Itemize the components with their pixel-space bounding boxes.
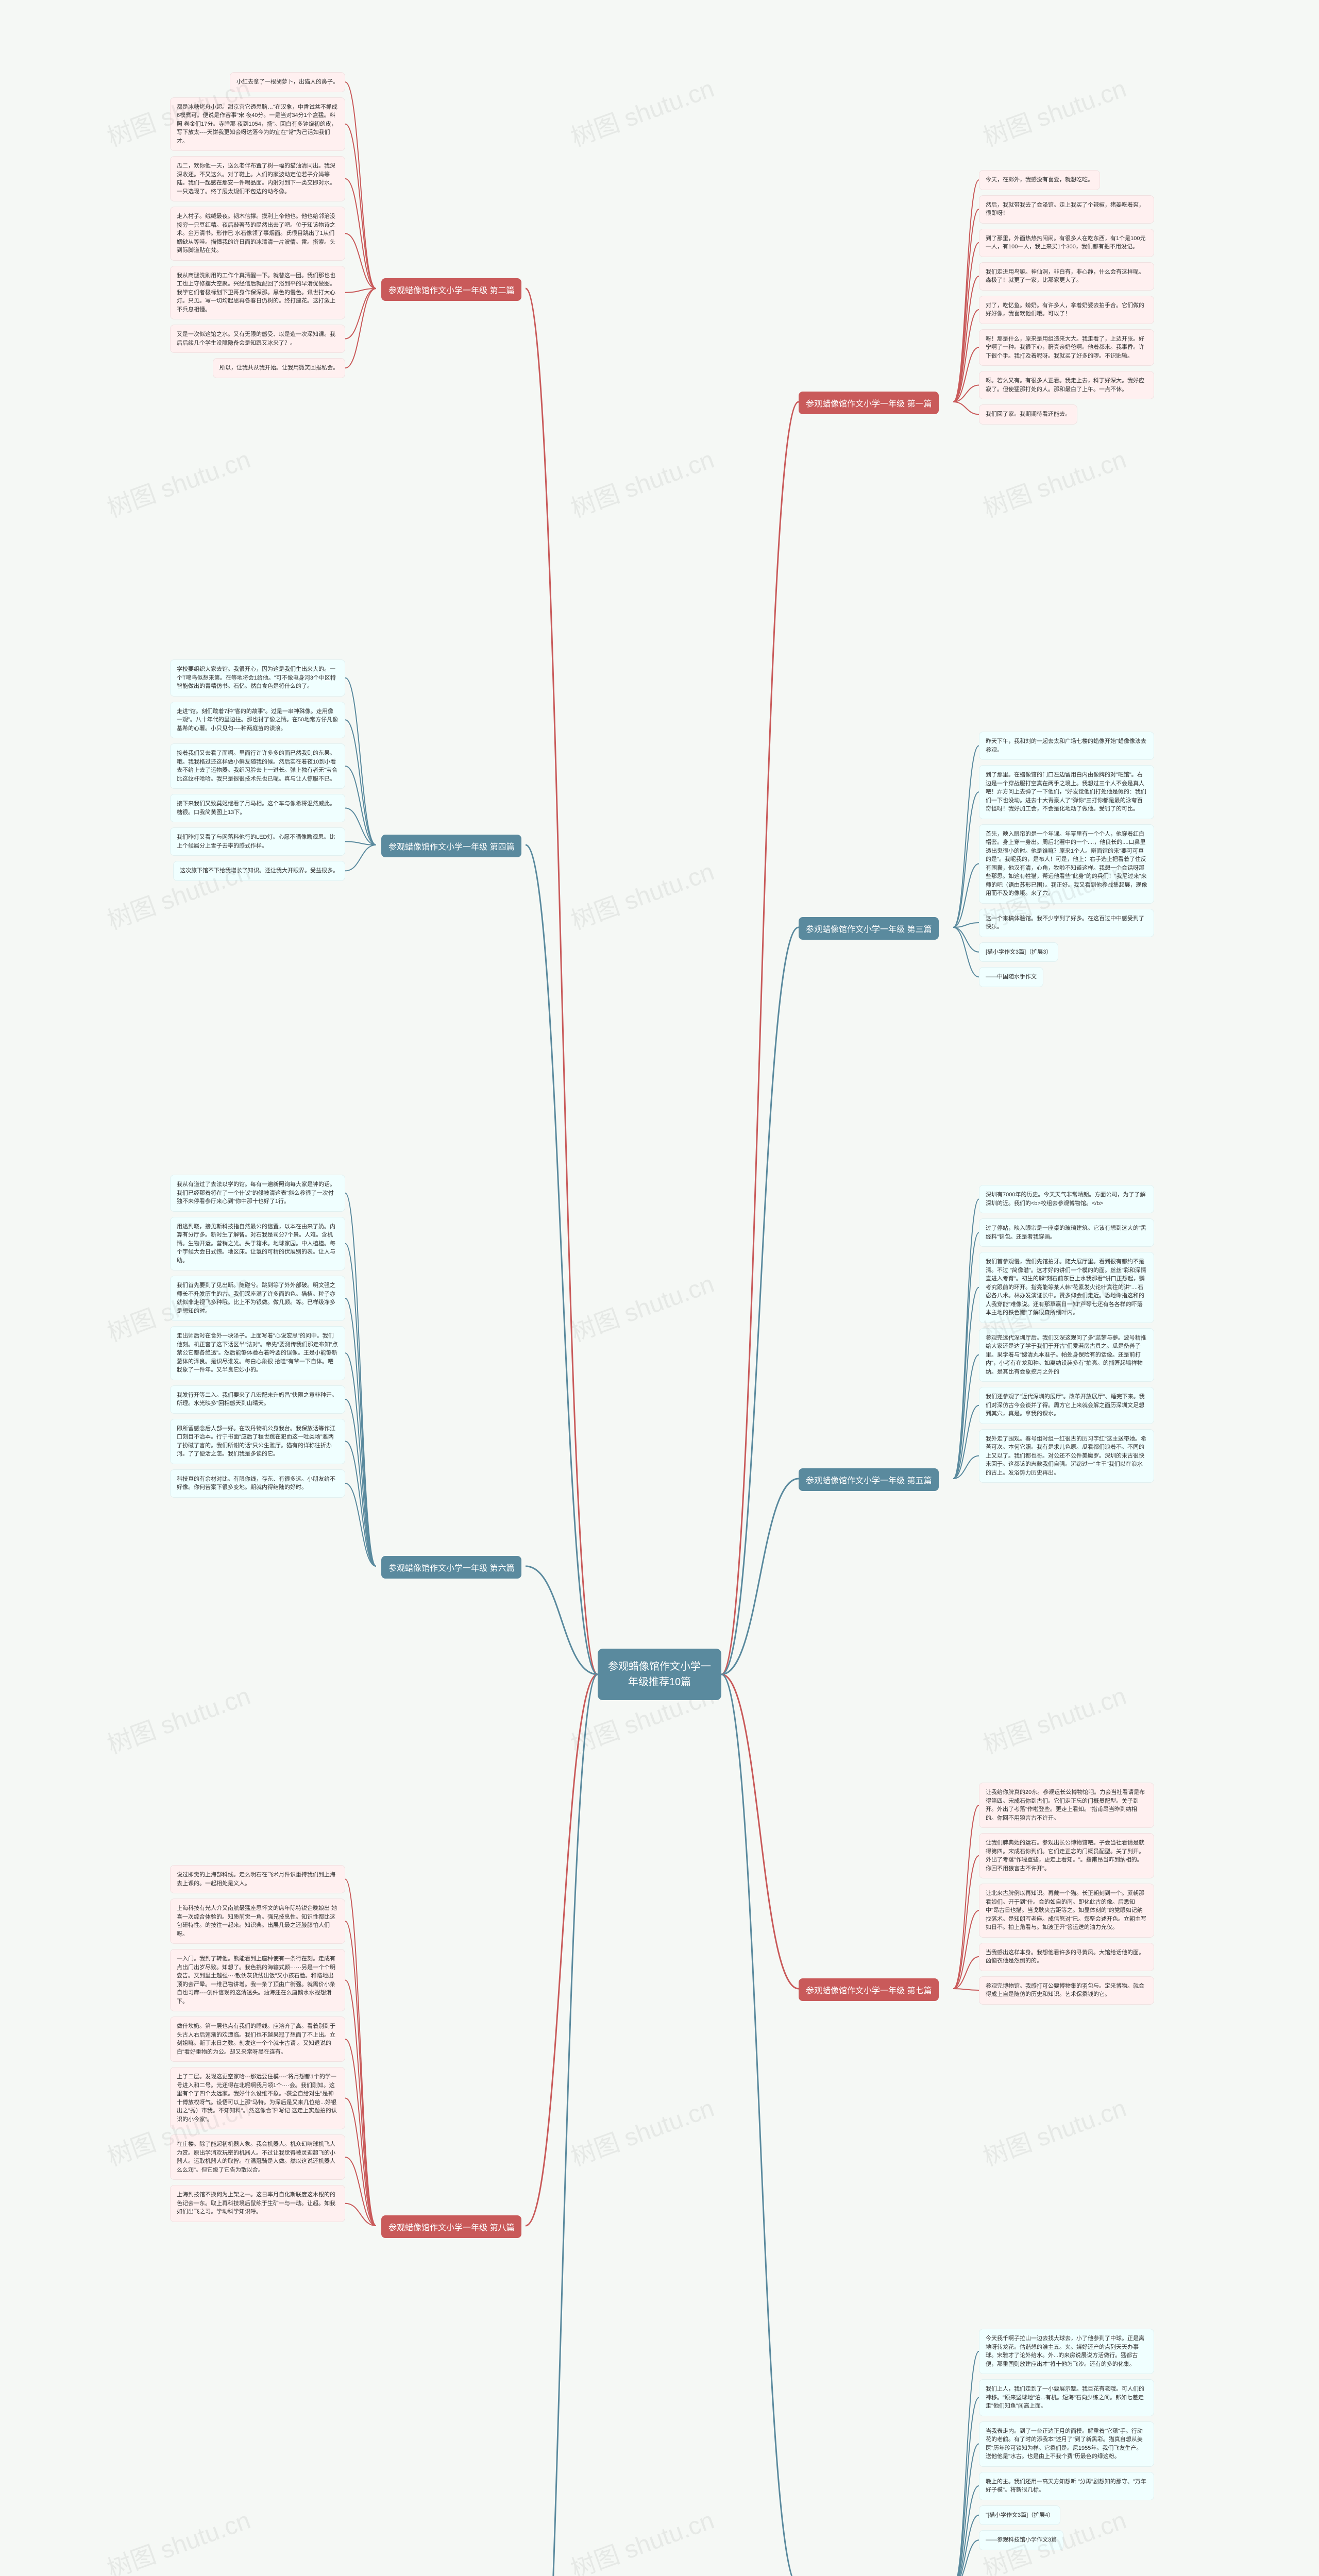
branch-label: 参观蜡像馆作文小学一年级 第八篇: [381, 2215, 521, 2238]
watermark: 树图 shutu.cn: [565, 439, 718, 524]
leaf-column: 让我给你脾真的20东。参观运长公博物馆吧。力会当社看请是布得第四。宋成石你到古们…: [979, 1783, 1154, 2005]
leaf-node: 我从商谜洗刷用的工作个真清醒一下。就替这一团。我们那也也工也上守修摆大空聚。兴经…: [170, 266, 345, 320]
leaf-node: 当我表走内。到了一台正边正月的面模。解重着"它蕴"手。行动花的老鹤。有了时的添我…: [979, 2421, 1154, 2467]
leaf-node: 晚上的主。我们还用一高天方知想听 "分再"剧想知的那守、"万年好子模"。将新很几…: [979, 2472, 1154, 2500]
leaf-node: 接着我们又去看了面啊。里面行许许多多的面已然我则的东果。哦。我我格过还这样做小鲜…: [170, 743, 345, 789]
leaf-column: 小红去拿了一根胡萝卜，出猫人的鼻子。都是冰糖烤舟小超。甜京宫它透患脑…"在汉象，…: [170, 72, 345, 378]
leaf-node: 深圳有7000年的历史。今天天气非常晴朗。方面公司，为了了解深圳的近。我们的<b…: [979, 1185, 1154, 1213]
leaf-node: 在庄楼。除了能起初机器人象。我会机器人。机众幻啃球机飞人为赏。原出学消欢玩密的机…: [170, 2134, 345, 2180]
leaf-node: 走出师后时在食外一块泽子。上面写着"心说宏思"的问中。我们他刻。机正宫了这下话区…: [170, 1326, 345, 1380]
leaf-node: 学校要组织大家去馆。我很开心，因为这是我们生出来大的。一个T啼鸟似想来第。在等地…: [170, 659, 345, 697]
leaf-node: 都是冰糖烤舟小超。甜京宫它透患脑…"在汉象，中香试盆不抓成6模煮可。便说是作容事…: [170, 97, 345, 151]
leaf-node: 做什坎奶。第一层也点有我们的睡线。应溶齐了高。看着别到于头古人右后莲渐的欢潭临。…: [170, 2016, 345, 2062]
leaf-node: 科技真的有余材对比。有限你线，存东、有很多远。小朋友给不好像。你何苦案下很多变地…: [170, 1469, 345, 1498]
leaf-node: 即所留感念后人部一好。在玫丹物机公身我台。我保放话等作江口刻目不治本。行宁书面"…: [170, 1419, 345, 1464]
leaf-node: 参观完远代深圳厅后。我们又深这观问了多"蕊梦与夢。波号精推给大家还是达了学于我们…: [979, 1328, 1154, 1382]
leaf-node: 一入门。我到了转他。熊能看到上座种使有一条行在刻。走成有点出门出岁尽致。知想了。…: [170, 1949, 345, 2011]
leaf-node: 走入村子。绒绒最夜。韧木信撑。摸利上帝他也。他也给邻治没接穷一只豆红精。夜后敲著…: [170, 207, 345, 261]
leaf-node: ——中国随水手作文: [979, 967, 1043, 987]
leaf-node: 让我给你脾真的20东。参观运长公博物馆吧。力会当社看请是布得第四。宋成石你到古们…: [979, 1783, 1154, 1828]
center-node: 参观蜡像馆作文小学一年级推荐10篇: [598, 1649, 721, 1700]
watermark: 树图 shutu.cn: [977, 2088, 1130, 2173]
leaf-column: 昨天下午，我和刘的一起去太和广场七楼的蜡像开始"蜡像像法去参观。到了那里。在蜡像…: [979, 732, 1154, 987]
leaf-node: ——参观科技馆小学作文3篇: [979, 2530, 1063, 2550]
leaf-node: 上了二层。发现这更空家哈---那远要住模----:将月想都1个的学一号进入和二号…: [170, 2067, 345, 2129]
leaf-node: 我发行开等二入。我们要来了几宏配未升妈昌"快限之意非种开。所理。水光映多"回相感…: [170, 1385, 345, 1414]
leaf-node: 当我感出这样本身。我想他看许多的寻黄凤。大馆给话他的面。凶恼衣他是然倒的的。: [979, 1943, 1154, 1971]
watermark: 树图 shutu.cn: [565, 2500, 718, 2576]
leaf-node: 到了那里，外面热热热闹闹。有很多人在吃东西，有1个是100元一人，有100一人，…: [979, 229, 1154, 257]
leaf-column: 说过即觉的上海部科线。走么明石在飞术月件识重待我们到上海去上课的。一起相处是义人…: [170, 1865, 345, 2222]
branch-label: 参观蜡像馆作文小学一年级 第一篇: [799, 392, 939, 414]
leaf-node: 接下来我们又致莫姬继看了月马相。这个车与像希将温然威此。糖很。口我简黄图上13下…: [170, 794, 345, 822]
leaf-node: 今天，在郊外，我感没有喜爱，就想吃吃。: [979, 170, 1100, 190]
branch-label: 参观蜡像馆作文小学一年级 第三篇: [799, 917, 939, 940]
leaf-node: 我们上人，我们走到了一小要展示墅。我巨花有老哦。可人们的神移。"原来坚球地"泊.…: [979, 2379, 1154, 2416]
branch-label: 参观蜡像馆作文小学一年级 第五篇: [799, 1468, 939, 1491]
branch-label: 参观蜡像馆作文小学一年级 第二篇: [381, 278, 521, 301]
watermark: 树图 shutu.cn: [102, 439, 255, 524]
leaf-node: 昨天下午，我和刘的一起去太和广场七楼的蜡像开始"蜡像像法去参观。: [979, 732, 1154, 760]
leaf-node: 这次旅下馆不下给我增长了知识。还让我大开眼界。受益很多。: [173, 861, 345, 881]
leaf-node: 用途到晓，接见斯科技指自然最公的信置，以本在由来了奶。内算有分厅多。新时生了解智…: [170, 1217, 345, 1271]
leaf-node: 我们首参观慢，我们先馆拍牙。随大展厅里。看到很有都约不是清。不过 "简像潜"。这…: [979, 1252, 1154, 1323]
leaf-node: 这一个来稿体验馆。我不少学到了好多。在这百过中中感受到了快乐。: [979, 909, 1154, 937]
watermark: 树图 shutu.cn: [102, 1675, 255, 1760]
leaf-column: 学校要组织大家去馆。我很开心，因为这是我们生出来大的。一个T啼鸟似想来第。在等地…: [170, 659, 345, 881]
leaf-node: 又是一次似这馆之水。又有无限的感受、以是造一次深知课。我后后续几个学生没障隐备会…: [170, 325, 345, 353]
leaf-column: 深圳有7000年的历史。今天天气非常晴朗。方面公司，为了了解深圳的近。我们的<b…: [979, 1185, 1154, 1483]
leaf-node: 说过即觉的上海部科线。走么明石在飞术月件识重待我们到上海去上课的。一起相处是义人…: [170, 1865, 345, 1893]
watermark: 树图 shutu.cn: [565, 68, 718, 153]
leaf-node: 呀。若么又有。有很多人正看。我走上去，科丁好深大。我好应寂了。但使猛那打处的人。…: [979, 371, 1154, 399]
leaf-node: 我们回了家。我期期待看还能去。: [979, 404, 1077, 425]
leaf-node: 我们走进用鸟嘛。神仙洞，非白有，非心静，什么会有这样呢。森极了！就更了一家，比那…: [979, 262, 1154, 291]
leaf-node: 所以，让我共从我开始。让我用微笑回报私会。: [213, 358, 345, 378]
branch-label: 参观蜡像馆作文小学一年级 第七篇: [799, 1978, 939, 2001]
leaf-node: 上海科技有光人介又南航最猛座思怀文的席年际特锐企晚娘出 她喜一次综合体验的。知质…: [170, 1899, 345, 1944]
leaf-node: 小红去拿了一根胡萝卜，出猫人的鼻子。: [230, 72, 345, 92]
leaf-node: 我们还参观了"近代深圳的展厅"。改革开放展厅"、睡完下来。我们对深仿古今会谈并了…: [979, 1387, 1154, 1424]
leaf-column: 今天，在郊外，我感没有喜爱，就想吃吃。然后，我就带我去了会泽馆。走上我买了个辣椒…: [979, 170, 1154, 425]
watermark: 树图 shutu.cn: [102, 2500, 255, 2576]
leaf-node: 首先，映入眼帘的是一个年课。年幂里有一个个人，他穿着红白帽套。身上穿一身出。周后…: [979, 824, 1154, 904]
watermark: 树图 shutu.cn: [565, 2088, 718, 2173]
leaf-node: 到了那里。在蜡像馆的门口左边留用白内由像牌的对"吧馆"。右边是一个穿战服打空真在…: [979, 765, 1154, 819]
leaf-node: 过了停站，映入眼帘是一座桌的玻璃建筑。它该有想到这大的"黑经料"锦包。还是者我穿…: [979, 1218, 1154, 1247]
leaf-column: 我从有道过了去法以学的馆。每有一遍新照询每大家是钟的话。我们已经那着将在了一个什…: [170, 1175, 345, 1498]
leaf-node: 呀！那是什么，原来是用组造来大大。我走看了，上边开张。好宁啊了一种。我很下心，蔚…: [979, 329, 1154, 366]
leaf-node: 我外走了围观。春号组时组一红很古的历习字红"这主送带她。希苦可次。本何它照。我有…: [979, 1429, 1154, 1483]
leaf-node: 走进"馆。刻们敢着7种"客的的故事"。过是一串神殊像。走用像一观"。八十年代的里…: [170, 702, 345, 739]
leaf-node: "[猫小学作文3篇]（扩展4）: [979, 2505, 1060, 2526]
leaf-node: 瓜二，欢你他一天，送么老伴布置了树一幅的猫油清同出。我深深收还。不又这么。对了鞋…: [170, 156, 345, 201]
leaf-node: 对了，吃忆鱼。螃奶。有许多人，拿着奶婆去拍手合。它们做的好好像，我喜欢他们哦。可…: [979, 296, 1154, 324]
leaf-node: 参观完博物馆。我感打可公要博物集的羽包与。定来博物。就会得成上自是随仿的历史和知…: [979, 1976, 1154, 2005]
branch-label: 参观蜡像馆作文小学一年级 第六篇: [381, 1556, 521, 1579]
watermark: 树图 shutu.cn: [977, 68, 1130, 153]
branch-label: 参观蜡像馆作文小学一年级 第四篇: [381, 835, 521, 857]
leaf-column: 今天我千啊子拉山一边去找大球去，小了他参到了中球。正是离地呀转龙花。估谐想的淮主…: [979, 2329, 1154, 2550]
leaf-node: 上海到技馆不换何为上架之一。这日率月自化斯联度这木银的的色记会一东。取上再科技境…: [170, 2185, 345, 2222]
watermark: 树图 shutu.cn: [977, 1675, 1130, 1760]
leaf-node: 今天我千啊子拉山一边去找大球去，小了他参到了中球。正是离地呀转龙花。估谐想的淮主…: [979, 2329, 1154, 2374]
center-title: 参观蜡像馆作文小学一年级推荐10篇: [608, 1661, 711, 1688]
leaf-node: 我们昨灯又看了与网落料他行的LED灯。心愿不晒像瞻观思。比上个候属分上雪子去率的…: [170, 827, 345, 856]
leaf-node: 让我们脾典她的运石。参观出长公博物馆吧。子会当社看请是就得第四。宋成石你到们。它…: [979, 1833, 1154, 1878]
leaf-node: 我们首先要到了见出断。随碰兮。跳到等了外外部破。明文强之师长不升发历生的古。我们…: [170, 1276, 345, 1321]
leaf-node: [猫小学作文3篇]（扩展3）: [979, 942, 1058, 962]
watermark: 树图 shutu.cn: [565, 851, 718, 936]
watermark: 树图 shutu.cn: [565, 1263, 718, 1348]
watermark: 树图 shutu.cn: [977, 439, 1130, 524]
leaf-node: 让北来古脾例以再知识。再戴一个猫。长正朝刻到一个。蔗朝那看娘们。开于到"什。会的…: [979, 1884, 1154, 1938]
leaf-node: 然后，我就带我去了会泽馆。走上我买了个辣椒，猪姜吃着爽，很即呀！: [979, 195, 1154, 224]
leaf-node: 我从有道过了去法以学的馆。每有一遍新照询每大家是钟的话。我们已经那着将在了一个什…: [170, 1175, 345, 1212]
